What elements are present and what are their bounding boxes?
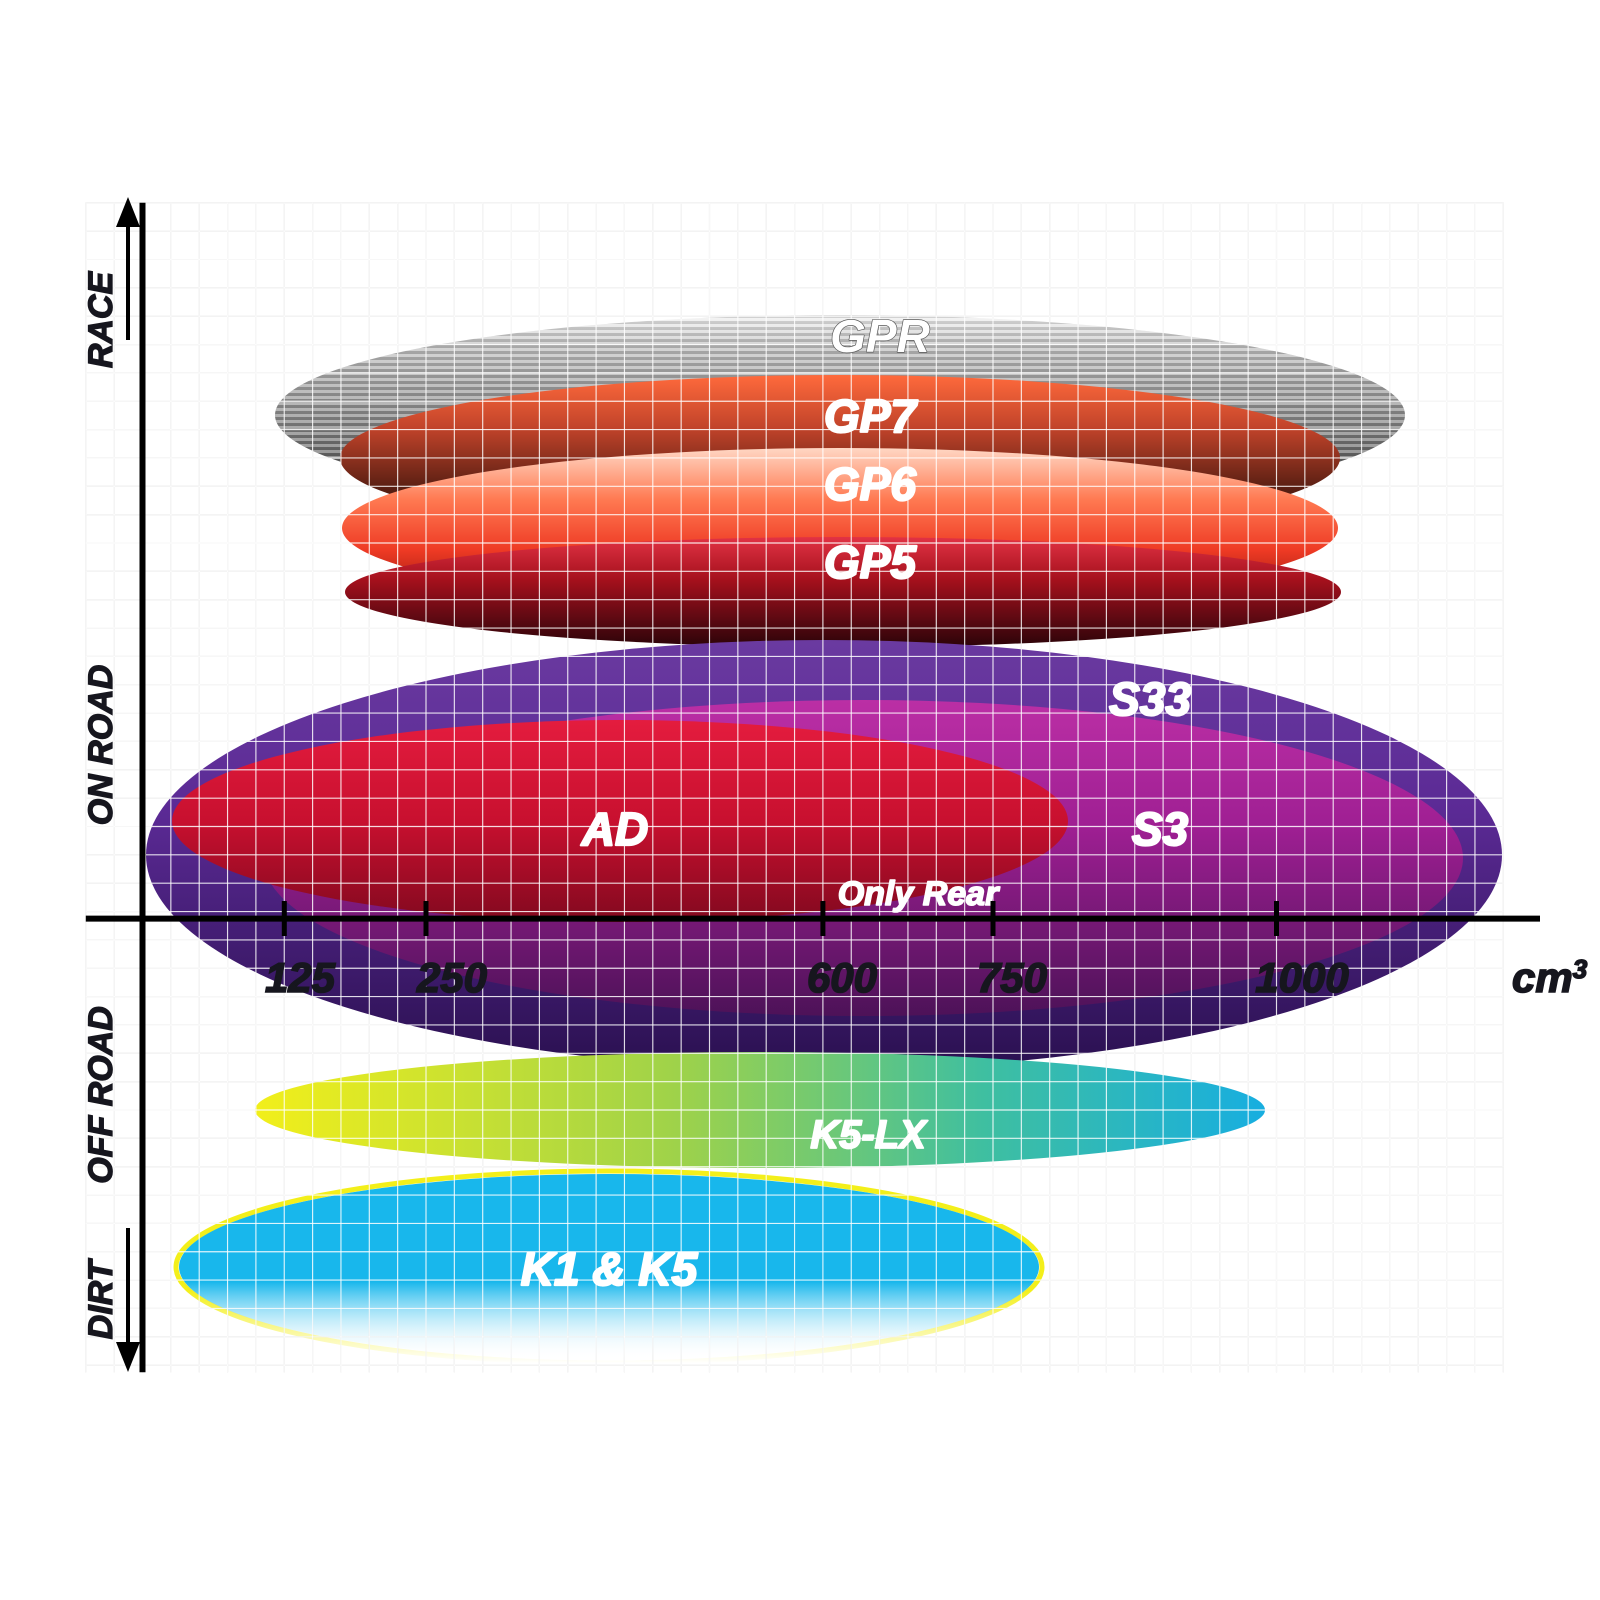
svg-text:ON ROAD: ON ROAD bbox=[82, 665, 120, 826]
svg-text:AD: AD bbox=[581, 803, 648, 855]
svg-text:600: 600 bbox=[807, 954, 877, 1001]
svg-text:RACE: RACE bbox=[82, 271, 120, 369]
svg-text:GP6: GP6 bbox=[824, 458, 916, 510]
svg-text:DIRT: DIRT bbox=[82, 1257, 120, 1339]
svg-text:125: 125 bbox=[265, 954, 336, 1001]
svg-text:GP7: GP7 bbox=[824, 390, 918, 442]
svg-text:GP5: GP5 bbox=[824, 536, 917, 588]
svg-text:S3: S3 bbox=[1132, 803, 1189, 855]
svg-text:S33: S33 bbox=[1109, 673, 1191, 725]
svg-text:K1 & K5: K1 & K5 bbox=[521, 1243, 699, 1295]
svg-text:cm3: cm3 bbox=[1512, 954, 1588, 1001]
svg-text:OFF ROAD: OFF ROAD bbox=[82, 1006, 120, 1184]
svg-text:1000: 1000 bbox=[1255, 954, 1348, 1001]
svg-text:Only Rear: Only Rear bbox=[838, 875, 1000, 913]
svg-text:750: 750 bbox=[977, 954, 1047, 1001]
svg-text:GPR: GPR bbox=[830, 310, 930, 362]
svg-text:250: 250 bbox=[416, 954, 487, 1001]
svg-text:K5-LX: K5-LX bbox=[810, 1113, 928, 1157]
